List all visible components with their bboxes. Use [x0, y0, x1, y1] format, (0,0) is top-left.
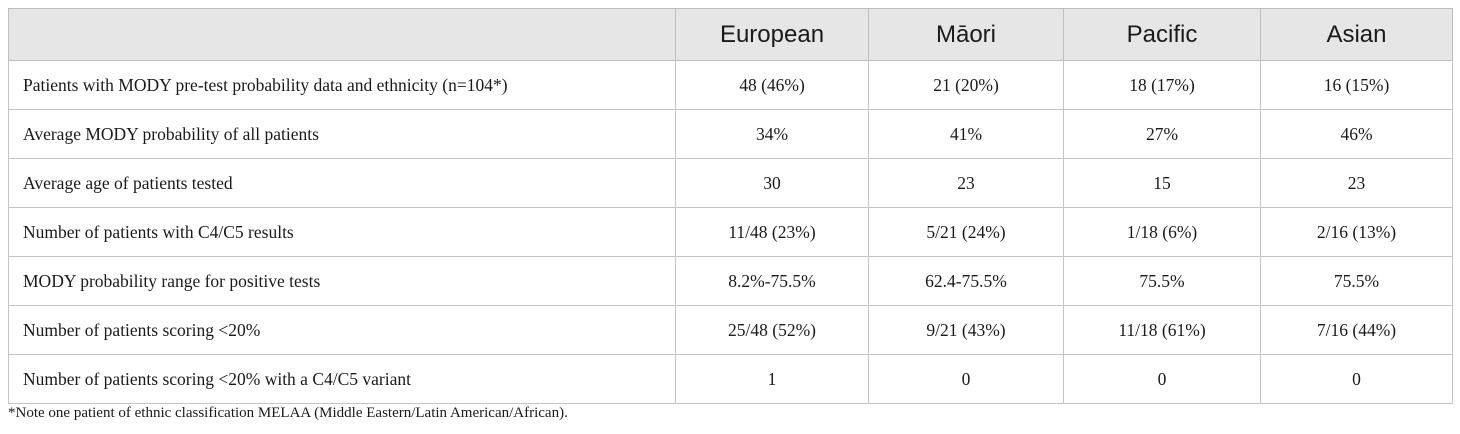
cell-european: 34% [675, 109, 869, 159]
cell-pacific: 1/18 (6%) [1063, 207, 1261, 257]
cell-asian: 23 [1260, 158, 1453, 208]
row-label: Number of patients scoring <20% [8, 305, 676, 355]
cell-european: 11/48 (23%) [675, 207, 869, 257]
table-row: Number of patients scoring <20% 25/48 (5… [8, 305, 1453, 355]
cell-asian: 75.5% [1260, 256, 1453, 306]
cell-asian: 0 [1260, 354, 1453, 404]
cell-maori: 23 [868, 158, 1064, 208]
header-row: European Māori Pacific Asian [8, 8, 1453, 61]
cell-asian: 2/16 (13%) [1260, 207, 1453, 257]
cell-pacific: 0 [1063, 354, 1261, 404]
cell-european: 1 [675, 354, 869, 404]
table-row: Average MODY probability of all patients… [8, 109, 1453, 159]
cell-pacific: 15 [1063, 158, 1261, 208]
header-cell-maori: Māori [868, 8, 1064, 61]
cell-asian: 46% [1260, 109, 1453, 159]
cell-maori: 41% [868, 109, 1064, 159]
cell-asian: 16 (15%) [1260, 60, 1453, 110]
cell-european: 8.2%-75.5% [675, 256, 869, 306]
table-body: Patients with MODY pre-test probability … [8, 60, 1453, 404]
table-header: European Māori Pacific Asian [8, 8, 1453, 61]
cell-pacific: 27% [1063, 109, 1261, 159]
row-label: Number of patients scoring <20% with a C… [8, 354, 676, 404]
cell-maori: 62.4-75.5% [868, 256, 1064, 306]
row-label: Patients with MODY pre-test probability … [8, 60, 676, 110]
cell-maori: 5/21 (24%) [868, 207, 1064, 257]
row-label: MODY probability range for positive test… [8, 256, 676, 306]
cell-maori: 21 (20%) [868, 60, 1064, 110]
cell-asian: 7/16 (44%) [1260, 305, 1453, 355]
header-cell-blank [8, 8, 676, 61]
header-cell-european: European [675, 8, 869, 61]
cell-european: 48 (46%) [675, 60, 869, 110]
table-row: MODY probability range for positive test… [8, 256, 1453, 306]
cell-pacific: 75.5% [1063, 256, 1261, 306]
cell-european: 25/48 (52%) [675, 305, 869, 355]
table-row: Patients with MODY pre-test probability … [8, 60, 1453, 110]
cell-pacific: 11/18 (61%) [1063, 305, 1261, 355]
table-footnote: *Note one patient of ethnic classificati… [8, 405, 568, 421]
data-table-container: European Māori Pacific Asian Patients wi… [8, 8, 1453, 404]
row-label: Average MODY probability of all patients [8, 109, 676, 159]
cell-maori: 9/21 (43%) [868, 305, 1064, 355]
cell-pacific: 18 (17%) [1063, 60, 1261, 110]
table-row: Number of patients scoring <20% with a C… [8, 354, 1453, 404]
cell-maori: 0 [868, 354, 1064, 404]
ethnicity-mody-table: European Māori Pacific Asian Patients wi… [8, 8, 1453, 404]
row-label: Number of patients with C4/C5 results [8, 207, 676, 257]
header-cell-pacific: Pacific [1063, 8, 1261, 61]
table-row: Number of patients with C4/C5 results 11… [8, 207, 1453, 257]
row-label: Average age of patients tested [8, 158, 676, 208]
table-row: Average age of patients tested 30 23 15 … [8, 158, 1453, 208]
header-cell-asian: Asian [1260, 8, 1453, 61]
cell-european: 30 [675, 158, 869, 208]
